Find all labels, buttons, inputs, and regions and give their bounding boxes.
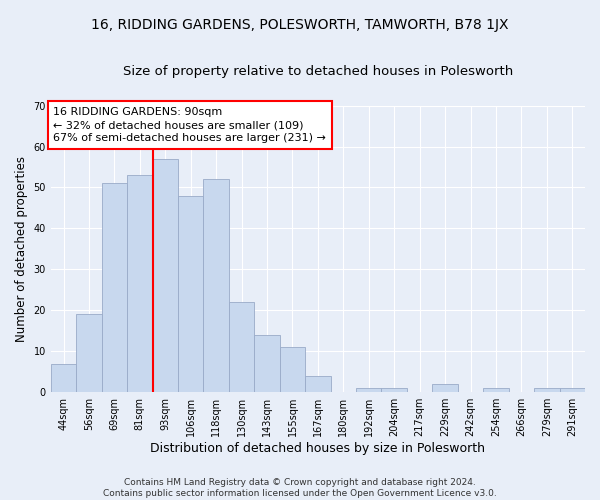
Bar bbox=[203, 180, 229, 392]
Bar bbox=[51, 364, 76, 392]
Bar bbox=[178, 196, 203, 392]
Bar bbox=[382, 388, 407, 392]
Bar bbox=[356, 388, 382, 392]
Y-axis label: Number of detached properties: Number of detached properties bbox=[15, 156, 28, 342]
Bar bbox=[101, 184, 127, 392]
Bar bbox=[152, 159, 178, 392]
Bar bbox=[127, 175, 152, 392]
Bar bbox=[305, 376, 331, 392]
Bar bbox=[254, 335, 280, 392]
Text: 16, RIDDING GARDENS, POLESWORTH, TAMWORTH, B78 1JX: 16, RIDDING GARDENS, POLESWORTH, TAMWORT… bbox=[91, 18, 509, 32]
Text: Contains HM Land Registry data © Crown copyright and database right 2024.
Contai: Contains HM Land Registry data © Crown c… bbox=[103, 478, 497, 498]
Title: Size of property relative to detached houses in Polesworth: Size of property relative to detached ho… bbox=[123, 65, 513, 78]
Bar bbox=[483, 388, 509, 392]
Bar bbox=[76, 314, 101, 392]
Bar bbox=[534, 388, 560, 392]
Bar bbox=[280, 347, 305, 392]
Bar bbox=[560, 388, 585, 392]
Bar bbox=[433, 384, 458, 392]
Bar bbox=[229, 302, 254, 392]
Text: 16 RIDDING GARDENS: 90sqm
← 32% of detached houses are smaller (109)
67% of semi: 16 RIDDING GARDENS: 90sqm ← 32% of detac… bbox=[53, 107, 326, 144]
X-axis label: Distribution of detached houses by size in Polesworth: Distribution of detached houses by size … bbox=[151, 442, 485, 455]
